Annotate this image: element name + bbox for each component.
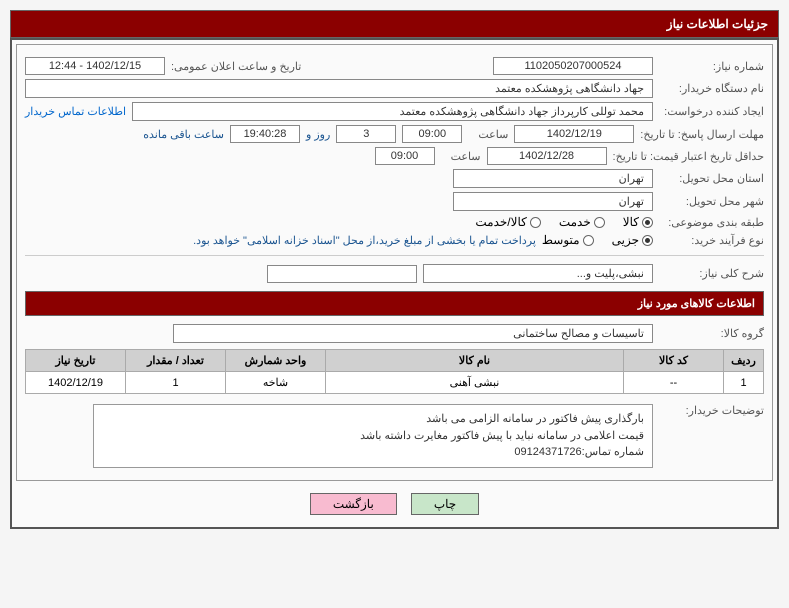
deadline-time: 09:00 [402, 125, 462, 143]
deadline-date: 1402/12/19 [514, 125, 634, 143]
subject-label: طبقه بندی موضوعی: [659, 216, 764, 229]
th-row: ردیف [724, 350, 764, 372]
td-row: 1 [724, 372, 764, 394]
radio-partial[interactable]: جزیی [612, 233, 653, 247]
radio-medium-label: متوسط [542, 233, 580, 247]
buyer: جهاد دانشگاهی پژوهشکده معتمد [25, 79, 653, 98]
td-name: نبشی آهنی [326, 372, 624, 394]
summary: نبشی،پلیت و... [423, 264, 653, 283]
requester: محمد توللی کارپرداز جهاد دانشگاهی پژوهشک… [132, 102, 653, 121]
deadline-label: مهلت ارسال پاسخ: تا تاریخ: [640, 128, 764, 141]
validity-time: 09:00 [375, 147, 435, 165]
hour-label-2: ساعت [441, 150, 481, 163]
city: تهران [453, 192, 653, 211]
remain-label: ساعت باقی مانده [143, 128, 224, 141]
process-note: پرداخت تمام یا بخشی از مبلغ خرید،از محل … [193, 234, 536, 247]
need-no-label: شماره نیاز: [659, 60, 764, 73]
group-label: گروه کالا: [659, 327, 764, 340]
radio-goods[interactable]: کالا [623, 215, 653, 229]
summary-label: شرح کلی نیاز: [659, 267, 764, 280]
section-items-title: اطلاعات کالاهای مورد نیاز [25, 291, 764, 316]
th-qty: تعداد / مقدار [126, 350, 226, 372]
radio-partial-label: جزیی [612, 233, 639, 247]
radio-service[interactable]: خدمت [559, 215, 605, 229]
validity-label: حداقل تاریخ اعتبار قیمت: تا تاریخ: [613, 150, 764, 163]
requester-label: ایجاد کننده درخواست: [659, 105, 764, 118]
announce-label: تاریخ و ساعت اعلان عمومی: [171, 60, 301, 73]
th-date: تاریخ نیاز [26, 350, 126, 372]
days-value: 3 [336, 125, 396, 143]
print-button[interactable]: چاپ [411, 493, 479, 515]
td-qty: 1 [126, 372, 226, 394]
province-label: استان محل تحویل: [659, 172, 764, 185]
radio-both-label: کالا/خدمت [475, 215, 526, 229]
process-label: نوع فرآیند خرید: [659, 234, 764, 247]
radio-medium[interactable]: متوسط [542, 233, 594, 247]
th-unit: واحد شمارش [226, 350, 326, 372]
need-no: 1102050207000524 [493, 57, 653, 75]
td-date: 1402/12/19 [26, 372, 126, 394]
contact-link[interactable]: اطلاعات تماس خریدار [25, 105, 126, 118]
city-label: شهر محل تحویل: [659, 195, 764, 208]
td-code: -- [624, 372, 724, 394]
th-code: کد کالا [624, 350, 724, 372]
table-row: 1 -- نبشی آهنی شاخه 1 1402/12/19 [26, 372, 764, 394]
td-unit: شاخه [226, 372, 326, 394]
page-title: جزئیات اطلاعات نیاز [10, 10, 779, 38]
radio-both[interactable]: کالا/خدمت [475, 215, 540, 229]
counter: 19:40:28 [230, 125, 300, 143]
th-name: نام کالا [326, 350, 624, 372]
hour-label-1: ساعت [468, 128, 508, 141]
buyer-label: نام دستگاه خریدار: [659, 82, 764, 95]
announce-value: 1402/12/15 - 12:44 [25, 57, 165, 75]
summary-extra [267, 265, 417, 283]
radio-goods-label: کالا [623, 215, 639, 229]
buyer-notes: بارگذاری پیش فاکتور در سامانه الزامی می … [93, 404, 653, 468]
days-label: روز و [306, 128, 330, 141]
back-button[interactable]: بازگشت [310, 493, 397, 515]
group-value: تاسیسات و مصالح ساختمانی [173, 324, 653, 343]
province: تهران [453, 169, 653, 188]
validity-date: 1402/12/28 [487, 147, 607, 165]
items-table: ردیف کد کالا نام کالا واحد شمارش تعداد /… [25, 349, 764, 394]
radio-service-label: خدمت [559, 215, 591, 229]
buyer-notes-label: توضیحات خریدار: [659, 404, 764, 417]
